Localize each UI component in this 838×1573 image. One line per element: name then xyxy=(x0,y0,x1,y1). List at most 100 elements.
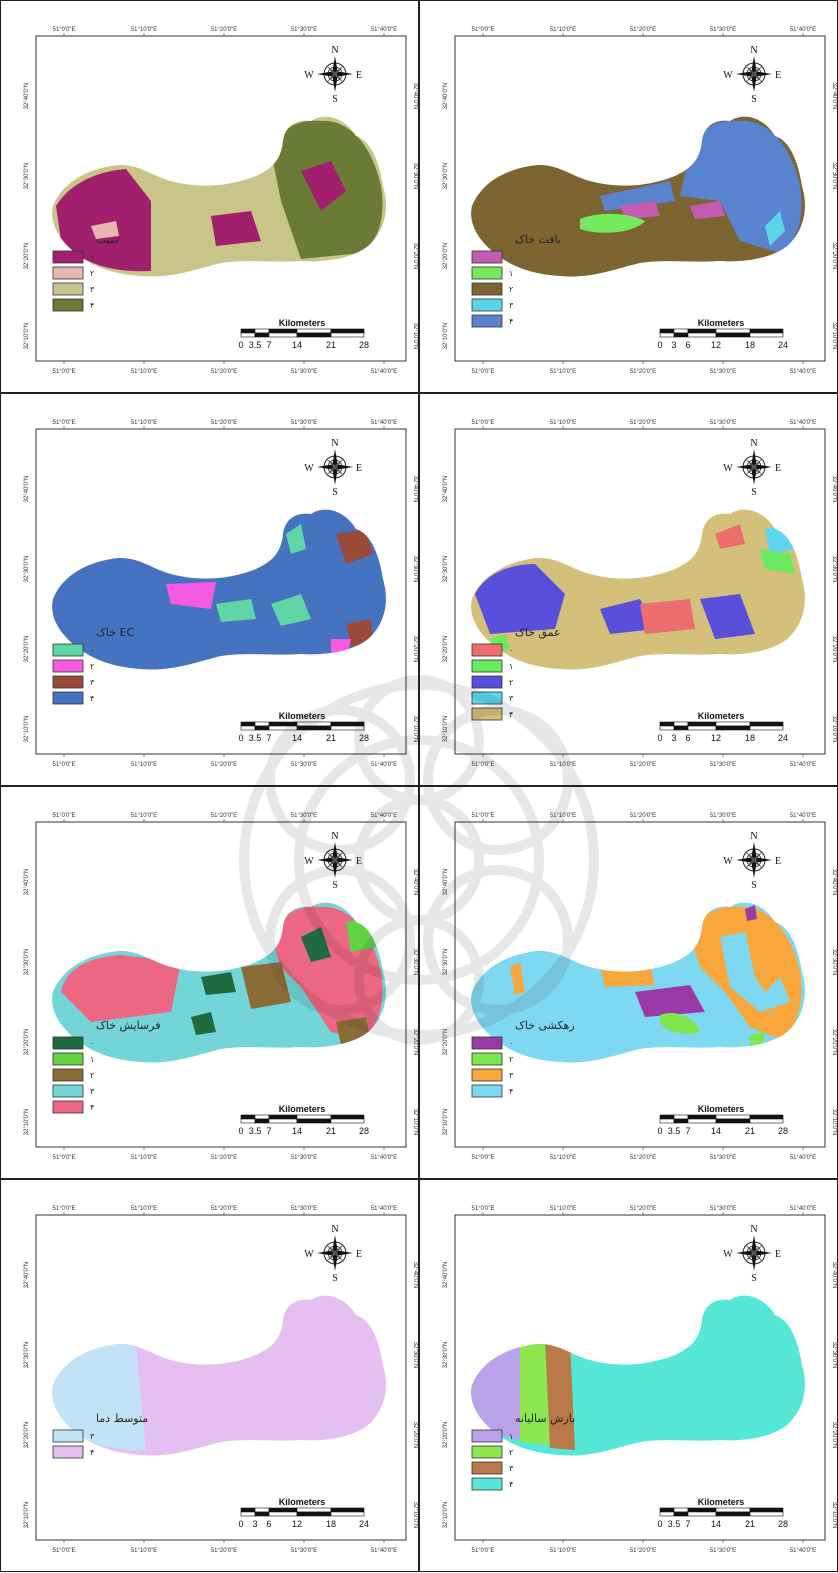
legend-swatch xyxy=(471,1461,503,1475)
legend-swatch xyxy=(471,1084,503,1098)
longitude-tick-label: 51°10'0"E xyxy=(550,369,576,375)
latitude-tick-label: 32°20'0"N xyxy=(24,636,30,663)
compass-letter-w: W xyxy=(723,1249,733,1260)
legend-label: ۴ xyxy=(90,301,94,310)
scale-bar-label: 21 xyxy=(745,1519,755,1529)
legend-swatch xyxy=(52,1036,84,1050)
legend-label: ۳ xyxy=(90,1432,95,1441)
compass-letter-n: N xyxy=(331,831,338,842)
scale-bar-label: 21 xyxy=(326,733,336,743)
longitude-tick-label: 51°0'0"E xyxy=(471,1206,494,1212)
latitude-tick-label: 32°10'0"N xyxy=(24,716,30,743)
latitude-tick-label: 32°10'0"N xyxy=(412,716,418,743)
scale-bar-label: 6 xyxy=(266,1519,271,1529)
latitude-tick-label: 32°30'0"N xyxy=(412,163,418,190)
latitude-tick-label: 32°30'0"N xyxy=(443,163,449,190)
latitude-tick-label: 32°10'0"N xyxy=(831,716,837,743)
north-arrow-icon: N S E W xyxy=(723,1224,781,1284)
longitude-tick-label: 51°30'0"E xyxy=(291,420,317,426)
latitude-tick-label: 32°40'0"N xyxy=(24,83,30,110)
longitude-tick-label: 51°40'0"E xyxy=(790,420,816,426)
latitude-tick-label: 32°10'0"N xyxy=(831,323,837,350)
scale-bar-label: 6 xyxy=(685,340,690,350)
longitude-tick-label: 51°20'0"E xyxy=(630,1155,656,1161)
compass-letter-s: S xyxy=(751,487,757,498)
longitude-tick-label: 51°0'0"E xyxy=(52,762,75,768)
compass-letter-n: N xyxy=(331,1224,338,1235)
longitude-tick-label: 51°0'0"E xyxy=(471,369,494,375)
longitude-tick-label: 51°10'0"E xyxy=(550,1155,576,1161)
north-arrow-icon: N S E W xyxy=(723,45,781,105)
legend-swatch xyxy=(471,1429,503,1443)
legend-swatch xyxy=(52,1084,84,1098)
legend-label: ۰ xyxy=(509,646,513,655)
map-zone xyxy=(271,594,311,626)
compass-letter-s: S xyxy=(332,94,338,105)
map-panel-soil-texture: 51°0'0"E 51°0'0"E 51°10'0"E 51°10'0"E 51°20'… xyxy=(419,0,838,393)
north-arrow-icon: N S E W xyxy=(723,831,781,891)
scale-bar-label: 7 xyxy=(685,1126,690,1136)
map-zone xyxy=(301,161,346,211)
scale-bar-label: 21 xyxy=(326,1126,336,1136)
latitude-tick-label: 32°20'0"N xyxy=(443,243,449,270)
latitude-tick-label: 32°20'0"N xyxy=(24,243,30,270)
latitude-tick-label: 32°10'0"N xyxy=(24,1502,30,1529)
longitude-tick-label: 51°30'0"E xyxy=(291,369,317,375)
longitude-tick-label: 51°20'0"E xyxy=(211,369,237,375)
longitude-tick-label: 51°0'0"E xyxy=(52,1548,75,1554)
legend-swatch xyxy=(471,266,503,280)
scale-bar-label: 0 xyxy=(238,1519,243,1529)
compass-letter-e: E xyxy=(775,463,781,474)
legend-title: عمق خاک xyxy=(515,626,561,640)
map-panel-slope: 51°0'0"E 51°0'0"E 51°10'0"E 51°10'0"E 51°20'… xyxy=(0,0,419,393)
longitude-tick-label: 51°30'0"E xyxy=(291,1548,317,1554)
latitude-tick-label: 32°30'0"N xyxy=(831,556,837,583)
map-zone xyxy=(211,211,261,246)
legend-swatch xyxy=(52,1100,84,1114)
longitude-tick-label: 51°10'0"E xyxy=(131,813,157,819)
longitude-tick-label: 51°30'0"E xyxy=(710,813,736,819)
scale-bar-label: 7 xyxy=(685,1519,690,1529)
latitude-tick-label: 32°10'0"N xyxy=(831,1109,837,1136)
latitude-tick-label: 32°40'0"N xyxy=(443,83,449,110)
map-canvas: 51°0'0"E 51°0'0"E 51°10'0"E 51°10'0"E 51°20'… xyxy=(443,813,837,1161)
longitude-tick-label: 51°0'0"E xyxy=(471,813,494,819)
compass-letter-s: S xyxy=(751,880,757,891)
scale-bar-title: Kilometers xyxy=(698,1104,745,1114)
map-zone xyxy=(166,582,216,609)
compass-letter-e: E xyxy=(356,463,362,474)
legend-label: ۲ xyxy=(509,1055,513,1064)
longitude-tick-label: 51°40'0"E xyxy=(371,1206,397,1212)
longitude-tick-label: 51°40'0"E xyxy=(790,1155,816,1161)
scale-bar-label: 3 xyxy=(252,1519,257,1529)
latitude-tick-label: 32°20'0"N xyxy=(831,1422,837,1449)
scale-bar-label: 28 xyxy=(359,340,369,350)
legend-swatch xyxy=(471,1477,503,1491)
legend-swatch xyxy=(471,1036,503,1050)
longitude-tick-label: 51°30'0"E xyxy=(710,369,736,375)
compass-letter-e: E xyxy=(775,1249,781,1260)
legend-label: ۳ xyxy=(509,1464,514,1473)
map-zone xyxy=(715,524,745,549)
scale-bar-label: 24 xyxy=(359,1519,369,1529)
legend-label: ۴ xyxy=(90,1103,94,1112)
longitude-tick-label: 51°40'0"E xyxy=(790,813,816,819)
map-zone xyxy=(700,594,755,639)
scale-bar-title: Kilometers xyxy=(698,711,745,721)
longitude-tick-label: 51°10'0"E xyxy=(550,762,576,768)
legend-swatch xyxy=(52,250,84,264)
scale-bar-label: 28 xyxy=(778,1126,788,1136)
latitude-tick-label: 32°30'0"N xyxy=(412,556,418,583)
scale-bar-label: 0 xyxy=(238,1126,243,1136)
map-canvas: 51°0'0"E 51°0'0"E 51°10'0"E 51°10'0"E 51°20'… xyxy=(443,27,837,375)
latitude-tick-label: 32°10'0"N xyxy=(443,1109,449,1136)
longitude-tick-label: 51°40'0"E xyxy=(790,27,816,33)
compass-letter-w: W xyxy=(723,463,733,474)
longitude-tick-label: 51°40'0"E xyxy=(371,1548,397,1554)
longitude-tick-label: 51°20'0"E xyxy=(630,369,656,375)
scale-bar-label: 21 xyxy=(745,1126,755,1136)
longitude-tick-label: 51°0'0"E xyxy=(471,27,494,33)
longitude-tick-label: 51°40'0"E xyxy=(371,813,397,819)
longitude-tick-label: 51°40'0"E xyxy=(371,1155,397,1161)
longitude-tick-label: 51°10'0"E xyxy=(550,1548,576,1554)
